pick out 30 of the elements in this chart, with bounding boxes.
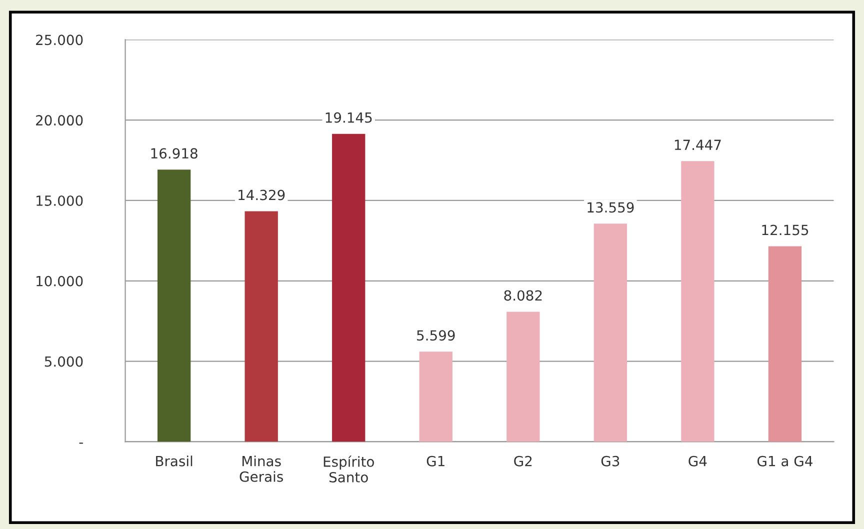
- x-tick-label: Minas Gerais: [240, 456, 283, 482]
- y-tick-label: -: [79, 442, 83, 444]
- bar: [768, 246, 802, 442]
- data-label: 5.599: [417, 330, 455, 341]
- y-tick-label: 20.000: [36, 115, 83, 126]
- bar: [244, 211, 278, 442]
- y-tick-label: 5.000: [44, 356, 83, 367]
- x-tick-label: G2: [514, 456, 532, 466]
- data-label: 8.082: [504, 290, 542, 301]
- data-label: 19.145: [326, 112, 372, 123]
- data-label: 17.447: [674, 140, 721, 150]
- data-label: 12.155: [762, 224, 808, 236]
- x-tick-label: Espírito Santo: [324, 456, 374, 482]
- bar: [681, 161, 714, 442]
- x-tick-label: G4: [688, 456, 707, 466]
- y-tick-label: 10.000: [36, 276, 83, 286]
- y-tick-label: 25.000: [36, 34, 83, 46]
- x-tick-label: G1: [426, 456, 444, 466]
- bar: [594, 224, 628, 442]
- x-tick-label: Brasil: [156, 456, 192, 466]
- data-label: 14.329: [238, 190, 285, 200]
- y-tick-label: 15.000: [36, 195, 83, 206]
- bar: [332, 134, 366, 442]
- data-label: 16.918: [151, 148, 198, 159]
- bar: [419, 352, 452, 442]
- bar: [157, 170, 191, 442]
- x-tick-label: G3: [601, 456, 620, 466]
- data-label: 13.559: [588, 202, 634, 213]
- x-tick-label: G1 a G4: [757, 456, 812, 466]
- bar: [506, 312, 540, 442]
